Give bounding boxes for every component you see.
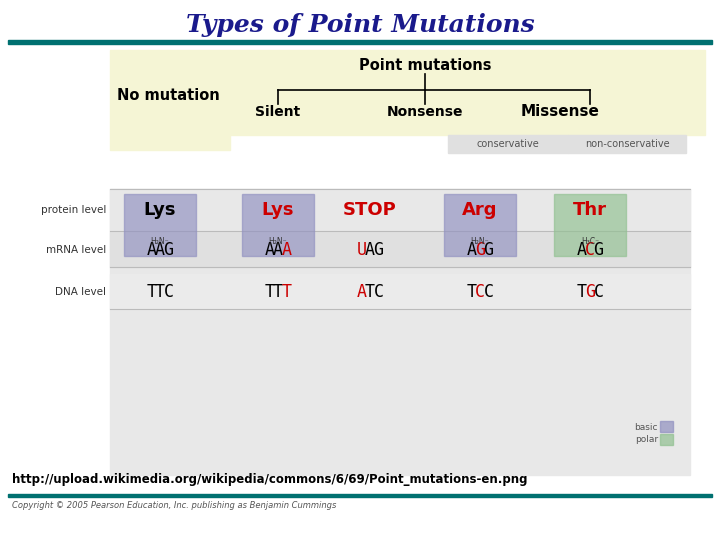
Text: Copyright © 2005 Pearson Education, Inc. publishing as Benjamin Cummings: Copyright © 2005 Pearson Education, Inc.… bbox=[12, 501, 336, 510]
Bar bbox=[124, 194, 196, 256]
Text: DNA level: DNA level bbox=[55, 287, 106, 297]
Text: C: C bbox=[374, 283, 384, 301]
Text: T: T bbox=[146, 283, 156, 301]
Text: A: A bbox=[282, 241, 292, 259]
Bar bbox=[242, 194, 314, 256]
Text: T: T bbox=[467, 283, 477, 301]
Text: STOP: STOP bbox=[343, 201, 397, 219]
Text: G: G bbox=[585, 283, 595, 301]
Text: protein level: protein level bbox=[40, 205, 106, 215]
Text: C: C bbox=[585, 241, 595, 259]
Text: Lys: Lys bbox=[262, 201, 294, 219]
Text: T: T bbox=[155, 283, 165, 301]
Text: Types of Point Mutations: Types of Point Mutations bbox=[186, 13, 534, 37]
Text: A: A bbox=[365, 241, 375, 259]
Text: G: G bbox=[484, 241, 493, 259]
Text: Arg: Arg bbox=[462, 201, 498, 219]
Bar bbox=[554, 194, 626, 256]
Bar bbox=[8, 494, 712, 497]
Text: T: T bbox=[365, 283, 375, 301]
Text: T: T bbox=[577, 283, 587, 301]
Text: C: C bbox=[484, 283, 493, 301]
Text: C: C bbox=[475, 283, 485, 301]
Text: T: T bbox=[273, 283, 283, 301]
Text: A: A bbox=[467, 241, 477, 259]
Text: A: A bbox=[356, 283, 366, 301]
Text: Point mutations: Point mutations bbox=[359, 57, 491, 72]
Text: A: A bbox=[146, 241, 156, 259]
Text: T: T bbox=[264, 283, 274, 301]
Text: T: T bbox=[282, 283, 292, 301]
Bar bbox=[568, 135, 686, 153]
Text: U: U bbox=[356, 241, 366, 259]
Text: Nonsense: Nonsense bbox=[387, 105, 463, 119]
Text: http://upload.wikimedia.org/wikipedia/commons/6/69/Point_mutations-en.png: http://upload.wikimedia.org/wikipedia/co… bbox=[12, 474, 528, 487]
Text: polar: polar bbox=[635, 435, 658, 444]
Text: Thr: Thr bbox=[573, 201, 607, 219]
Text: No mutation: No mutation bbox=[117, 87, 220, 103]
Text: Missense: Missense bbox=[521, 105, 600, 119]
Bar bbox=[8, 40, 712, 44]
Text: A: A bbox=[273, 241, 283, 259]
Text: Lys: Lys bbox=[144, 201, 176, 219]
Text: H₂N⁻: H₂N⁻ bbox=[269, 237, 287, 246]
Text: A: A bbox=[264, 241, 274, 259]
Bar bbox=[448, 135, 568, 153]
Bar bbox=[110, 189, 690, 475]
Bar bbox=[660, 434, 673, 445]
Bar bbox=[110, 50, 230, 150]
Text: non-conservative: non-conservative bbox=[585, 139, 670, 149]
Bar bbox=[110, 232, 690, 267]
Bar bbox=[230, 50, 705, 135]
Bar bbox=[444, 194, 516, 256]
Text: C: C bbox=[163, 283, 174, 301]
Text: G: G bbox=[593, 241, 603, 259]
Bar bbox=[110, 189, 690, 231]
Text: conservative: conservative bbox=[477, 139, 539, 149]
Text: mRNA level: mRNA level bbox=[46, 245, 106, 255]
Text: H₃C⁻: H₃C⁻ bbox=[581, 237, 599, 246]
Text: H₂N⁻: H₂N⁻ bbox=[471, 237, 490, 246]
Text: G: G bbox=[475, 241, 485, 259]
Text: G: G bbox=[163, 241, 174, 259]
Text: H₂N⁻: H₂N⁻ bbox=[150, 237, 169, 246]
Text: A: A bbox=[577, 241, 587, 259]
Bar bbox=[660, 421, 673, 432]
Text: C: C bbox=[593, 283, 603, 301]
Text: G: G bbox=[374, 241, 384, 259]
Text: Silent: Silent bbox=[256, 105, 301, 119]
Bar bbox=[110, 274, 690, 309]
Text: basic: basic bbox=[634, 422, 658, 431]
Text: A: A bbox=[155, 241, 165, 259]
